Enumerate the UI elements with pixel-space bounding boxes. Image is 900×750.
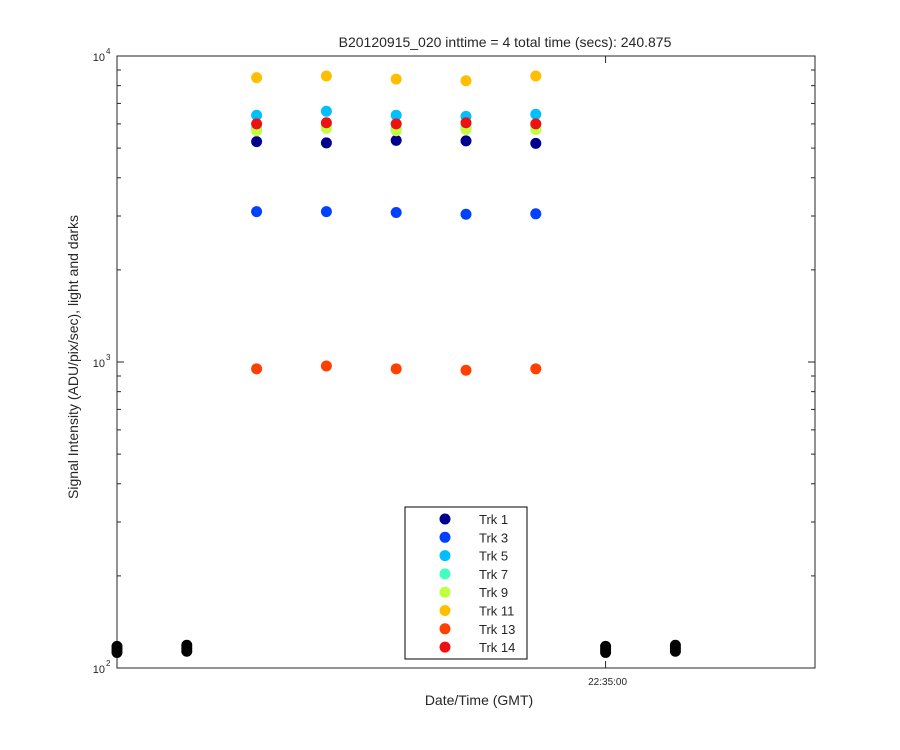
data-point-trk-5 bbox=[251, 109, 263, 121]
dark-point bbox=[181, 645, 193, 657]
data-point-trk-5 bbox=[320, 105, 332, 117]
dark-point bbox=[111, 646, 123, 658]
data-point-trk-14 bbox=[251, 118, 263, 130]
data-point-trk-14 bbox=[460, 117, 472, 129]
x-tick-label: 22:35:00 bbox=[588, 677, 627, 688]
data-point-trk-5 bbox=[390, 109, 402, 121]
data-point-trk-13 bbox=[251, 363, 263, 375]
y-tick-label-base: 10 bbox=[93, 664, 105, 676]
data-markers bbox=[251, 70, 542, 376]
legend-box bbox=[404, 506, 528, 660]
y-tick-label-base: 10 bbox=[93, 52, 105, 64]
data-point-trk-13 bbox=[320, 360, 332, 372]
data-point-trk-3 bbox=[320, 206, 332, 218]
data-point-trk-11 bbox=[320, 70, 332, 82]
dark-markers bbox=[111, 639, 681, 658]
data-point-trk-1 bbox=[390, 134, 402, 146]
legend-marker bbox=[439, 513, 451, 525]
data-point-trk-1 bbox=[530, 137, 542, 149]
data-point-trk-3 bbox=[460, 208, 472, 220]
y-tick-label-exponent: 2 bbox=[106, 659, 111, 668]
legend-label: Trk 13 bbox=[479, 622, 515, 637]
data-point-trk-3 bbox=[251, 206, 263, 218]
data-point-trk-14 bbox=[390, 118, 402, 130]
data-point-trk-13 bbox=[390, 363, 402, 375]
legend-marker bbox=[439, 641, 451, 653]
legend-label: Trk 5 bbox=[479, 549, 508, 564]
y-axis-label: Signal Intensity (ADU/pix/sec), light an… bbox=[65, 215, 81, 499]
x-axis-label: Date/Time (GMT) bbox=[425, 692, 533, 708]
legend: Trk 1 Trk 3 Trk 5 Trk 7 Trk 9 Trk 11 Trk 13 Trk… bbox=[404, 506, 528, 660]
data-point-trk-14 bbox=[530, 118, 542, 130]
data-point-trk-5 bbox=[530, 108, 542, 120]
data-point-trk-3 bbox=[390, 207, 402, 219]
legend-label: Trk 14 bbox=[479, 640, 515, 655]
data-point-trk-11 bbox=[460, 75, 472, 87]
dark-point bbox=[669, 645, 681, 657]
legend-marker bbox=[439, 586, 451, 598]
data-point-trk-11 bbox=[390, 73, 402, 85]
y-tick-label-exponent: 3 bbox=[106, 353, 111, 362]
legend-marker bbox=[439, 531, 451, 543]
legend-marker bbox=[439, 623, 451, 635]
data-point-trk-14 bbox=[320, 117, 332, 129]
y-tick-label-base: 10 bbox=[93, 358, 105, 370]
data-point-trk-1 bbox=[460, 135, 472, 147]
chart-title: B20120915_020 inttime = 4 total time (se… bbox=[339, 34, 672, 50]
legend-label: Trk 1 bbox=[479, 512, 508, 527]
dark-point bbox=[600, 646, 612, 658]
legend-marker bbox=[439, 568, 451, 580]
data-point-trk-11 bbox=[251, 72, 263, 84]
data-point-trk-13 bbox=[460, 364, 472, 376]
legend-label: Trk 3 bbox=[479, 530, 508, 545]
data-point-trk-13 bbox=[530, 363, 542, 375]
legend-marker bbox=[439, 605, 451, 616]
legend-label: Trk 7 bbox=[479, 567, 508, 582]
legend-marker bbox=[439, 550, 451, 562]
legend-label: Trk 11 bbox=[479, 604, 514, 619]
data-point-trk-3 bbox=[530, 208, 542, 220]
data-point-trk-1 bbox=[251, 136, 263, 148]
data-point-trk-1 bbox=[320, 137, 332, 149]
legend-label: Trk 9 bbox=[479, 585, 508, 600]
data-point-trk-11 bbox=[530, 70, 542, 82]
y-tick-label-exponent: 4 bbox=[106, 47, 111, 56]
